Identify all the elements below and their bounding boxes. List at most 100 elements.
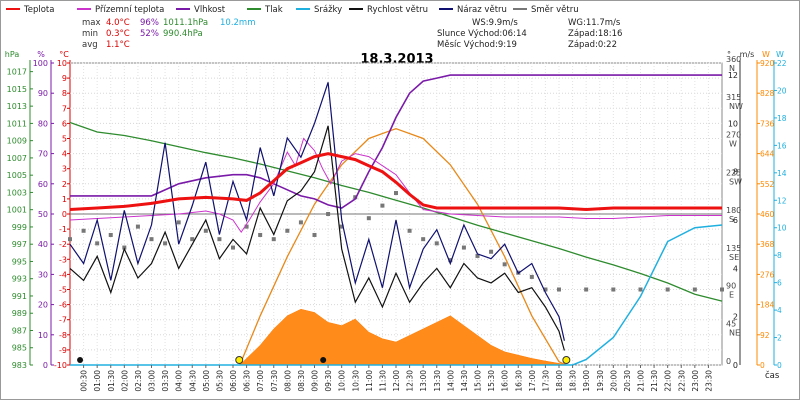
time-tick-label: 12:00 xyxy=(392,370,401,392)
wind-direction-point xyxy=(298,220,303,225)
degc-tick-label: 2 xyxy=(62,180,67,189)
time-tick-label: 17:00 xyxy=(528,370,537,392)
ms-tick-label: 12 xyxy=(728,71,738,80)
wind-direction-point xyxy=(720,287,724,292)
wind-direction-point xyxy=(68,237,72,242)
sun-marker xyxy=(562,356,571,364)
hpa-tick-label: 997 xyxy=(12,240,27,249)
pct-tick-label: 30 xyxy=(38,270,48,279)
axis-unit-degc: °C xyxy=(59,50,69,59)
wind-direction-point xyxy=(271,237,276,242)
degc-tick-label: 9 xyxy=(62,74,67,83)
time-tick-label: 20:00 xyxy=(609,370,618,392)
dir-tick-label: 180 xyxy=(726,206,741,215)
prizemni-teplota-line xyxy=(69,137,722,233)
wind-direction-point xyxy=(135,224,140,229)
solar-fills xyxy=(239,308,567,366)
time-tick-label: 19:00 xyxy=(582,370,591,392)
time-tick-label: 14:00 xyxy=(446,370,455,392)
legend-label: Rychlost větru xyxy=(367,5,428,15)
hpa-tick-label: 995 xyxy=(12,257,27,266)
wind-direction-point xyxy=(95,241,100,246)
pct-tick-label: 50 xyxy=(38,210,48,219)
degc-tick-label: -5 xyxy=(59,286,67,295)
axis-unit-wm2-b: W xyxy=(776,50,784,59)
moon-marker xyxy=(77,357,84,363)
wind-direction-point xyxy=(163,241,168,246)
wm2-tick-label: 552 xyxy=(760,180,775,189)
legend-label: Srážky xyxy=(314,5,342,15)
wind-direction-point xyxy=(217,237,222,242)
time-tick-label: 23:00 xyxy=(691,370,700,392)
time-tick-label: 22:00 xyxy=(664,370,673,392)
time-tick-label: 16:00 xyxy=(501,370,510,392)
time-tick-label: 00:30 xyxy=(80,370,89,392)
axis-unit-dir: ° xyxy=(727,50,731,59)
solar-radiation-area xyxy=(239,308,567,366)
dir-tick-name: NW xyxy=(729,102,743,111)
degc-tick-label: -9 xyxy=(59,346,67,355)
wind-direction-point xyxy=(176,220,181,225)
time-tick-label: 11:30 xyxy=(378,370,387,392)
pct-tick-label: 40 xyxy=(38,240,48,249)
stat-avg-teplota: 1.1°C xyxy=(106,40,130,50)
info-slunce: Slunce Východ:06:14 xyxy=(437,29,527,39)
time-tick-label: 03:00 xyxy=(148,370,157,392)
time-tick-label: 15:30 xyxy=(487,370,496,392)
time-tick-label: 13:30 xyxy=(433,370,442,392)
hpa-tick-label: 991 xyxy=(12,292,27,301)
wm2-tick-label: 276 xyxy=(760,270,775,279)
pct-tick-label: 70 xyxy=(38,150,48,159)
time-tick-label: 20:30 xyxy=(623,370,632,392)
time-tick-label: 21:00 xyxy=(637,370,646,392)
wm2-tick-label: 644 xyxy=(760,150,775,159)
time-tick-label: 11:00 xyxy=(365,370,374,392)
time-tick-label: 02:00 xyxy=(120,370,129,392)
legend-label: Vlhkost xyxy=(194,5,226,15)
wind-direction-point xyxy=(258,232,263,237)
hpa-tick-label: 1017 xyxy=(7,68,27,77)
ms-tick-label: 10 xyxy=(728,119,738,128)
degc-tick-label: 5 xyxy=(62,135,67,144)
hpa-tick-label: 987 xyxy=(12,326,27,335)
stat-min-vlhkost: 52% xyxy=(140,29,159,39)
degc-tick-label: -4 xyxy=(59,270,67,279)
hpa-tick-label: 983 xyxy=(12,361,27,370)
wind-direction-point xyxy=(244,224,249,229)
time-tick-label: 15:00 xyxy=(474,370,483,392)
legend-label: Teplota xyxy=(23,5,54,15)
time-tick-label: 04:30 xyxy=(188,370,197,392)
time-tick-label: 03:30 xyxy=(161,370,170,392)
degc-tick-label: -8 xyxy=(59,331,67,340)
axis-unit-wm2: W xyxy=(762,50,770,59)
wind-direction-point xyxy=(584,287,589,292)
degc-tick-label: -3 xyxy=(59,255,67,264)
time-tick-label: 18:00 xyxy=(555,370,564,392)
pct-tick-label: 60 xyxy=(38,180,48,189)
time-tick-label: 21:30 xyxy=(650,370,659,392)
dir-tick-name: SE xyxy=(729,253,739,262)
hpa-tick-label: 989 xyxy=(12,309,27,318)
stat-max-tlak: 1011.1hPa xyxy=(163,18,208,28)
wind-direction-point xyxy=(203,228,208,233)
time-tick-label: 19:30 xyxy=(596,370,605,392)
time-tick-label: 06:30 xyxy=(243,370,252,392)
mm-tick-label: 22 xyxy=(777,59,787,68)
stat-avg-label: avg xyxy=(82,40,98,50)
degc-tick-label: -7 xyxy=(59,316,67,325)
stat-min-teplota: 0.3°C xyxy=(106,29,130,39)
wind-direction-point xyxy=(231,245,235,250)
wind-direction-point xyxy=(149,237,154,242)
info-mesic-zapad: Západ:0:22 xyxy=(568,40,617,50)
time-tick-label: 08:00 xyxy=(283,370,292,392)
time-tick-label: 14:30 xyxy=(460,370,469,392)
teplota-line xyxy=(69,152,722,212)
degc-tick-label: 3 xyxy=(62,165,67,174)
time-tick-label: 10:30 xyxy=(351,370,360,392)
theoretical-radiation-line xyxy=(239,128,567,366)
stat-max-teplota: 4.0°C xyxy=(106,18,130,28)
dir-tick-label: 315 xyxy=(726,93,741,102)
degc-tick-label: 8 xyxy=(62,89,67,98)
